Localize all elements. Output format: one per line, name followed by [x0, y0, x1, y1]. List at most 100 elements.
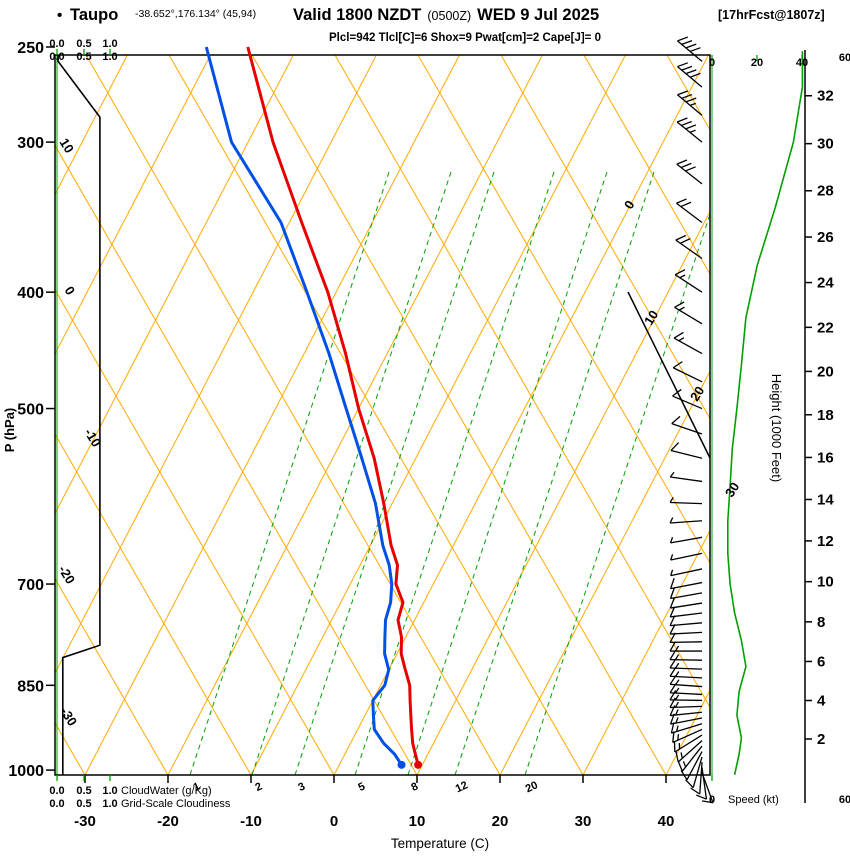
cloudiness-axis-title: Grid-Scale Cloudiness: [121, 798, 231, 810]
temp-tick-label: 0: [330, 813, 338, 830]
dry-adiabat-line: [85, 55, 501, 775]
height-tick-label: 2: [817, 731, 825, 748]
cloudwater-tick-label: 1.0: [102, 38, 117, 50]
right-boundary-diagonal: [627, 291, 711, 459]
wind-barb-column: [669, 36, 714, 804]
mixing-ratio-line: [189, 169, 391, 775]
mixing-ratio-label: 20: [524, 779, 540, 795]
height-tick-label: 12: [817, 533, 834, 550]
temperature-axis-title: Temperature (C): [391, 836, 489, 851]
temp-tick-label: 20: [492, 813, 509, 830]
speed-tick-label: 20: [751, 57, 763, 69]
pressure-tick-label: 400: [17, 285, 44, 302]
height-tick-label: 26: [817, 229, 834, 246]
isotherm-label: 20: [687, 384, 707, 404]
wind-barb: [670, 568, 703, 577]
mixing-ratio-label: 12: [454, 779, 470, 795]
profile-curves: [57, 46, 804, 775]
wind-barb: [696, 767, 708, 800]
wind-barb: [671, 415, 703, 435]
isotherm-label: 0: [621, 198, 638, 212]
cloudwater-tick-label: 0.5: [76, 38, 91, 50]
wind-barb: [677, 36, 703, 62]
mixing-ratio-label: 3: [296, 781, 307, 794]
wind-barb: [669, 615, 703, 627]
height-axis-title: Height (1000 Feet): [769, 374, 784, 482]
mixing-ratio-label: 2: [253, 781, 264, 794]
cloudiness-tick-label: 0.0: [49, 51, 64, 63]
wind-barb: [677, 62, 703, 88]
wind-barb: [669, 517, 703, 524]
mixing-ratio-line: [294, 169, 496, 775]
wind-barb: [677, 745, 703, 772]
speed-tick-label: 60: [839, 52, 850, 64]
surface-dewpoint-dot: [397, 760, 406, 769]
wind-barb: [673, 734, 703, 753]
isotherm-line: [55, 55, 128, 196]
temp-tick-label: 40: [658, 813, 675, 830]
height-tick-label: 20: [817, 363, 834, 380]
height-tick-label: 22: [817, 319, 834, 336]
temp-tick-label: -30: [74, 813, 96, 830]
isotherm-line: [55, 55, 211, 355]
wind-barb: [669, 471, 703, 483]
height-tick-label: 8: [817, 614, 825, 631]
dry-adiabat-line: [55, 577, 169, 775]
cloudiness-tick-label: 1.0: [102, 51, 117, 63]
height-tick-label: 6: [817, 653, 825, 670]
valid-prefix: Valid 1800 NZDT: [293, 6, 421, 24]
speed-tick-label: 40: [796, 57, 808, 69]
dry-adiabat-line: [417, 55, 710, 564]
dry-adiabat-line: [251, 55, 667, 775]
wind-barb: [675, 740, 703, 763]
isotherm-line: [416, 210, 710, 775]
temp-tick-label: -20: [157, 813, 179, 830]
wind-barb: [675, 234, 703, 260]
wind-barb: [669, 690, 703, 702]
height-tick-label: 16: [817, 449, 834, 466]
temp-tick-label: 10: [409, 813, 426, 830]
speed-tick-label: 0: [709, 57, 715, 69]
cloudiness-tick-label: 0.0: [49, 798, 64, 810]
wind-barb: [669, 606, 703, 618]
adiabat-label: 10: [57, 136, 77, 156]
wind-barb: [669, 536, 703, 544]
speed-tick-label: 60: [839, 794, 850, 806]
cloudiness-tick-label: 1.0: [102, 798, 117, 810]
wind-barb: [669, 649, 703, 661]
wind-barb: [669, 597, 703, 609]
wind-barb: [690, 762, 703, 795]
wind-barb: [670, 552, 703, 561]
wind-barb: [676, 159, 703, 185]
height-tick-label: 30: [817, 136, 834, 153]
cloudwater-tick-label: 0.5: [76, 785, 91, 797]
wind-barb: [676, 117, 703, 143]
wind-barb: [676, 198, 703, 224]
valid-time: Valid 1800 NZDT (0500Z) WED 9 Jul 2025: [293, 6, 599, 24]
wind-barb: [669, 578, 703, 590]
wind-barb: [685, 756, 703, 789]
dewpoint-curve: [204, 46, 403, 766]
wind-barb: [674, 269, 703, 293]
adiabat-label: -10: [81, 426, 104, 450]
height-tick-label: 14: [817, 491, 834, 508]
pressure-axis-title: P (hPa): [2, 408, 17, 453]
dry-adiabat-line: [55, 288, 335, 775]
dry-adiabat-line: [500, 55, 710, 420]
wind-barb: [677, 90, 703, 116]
pressure-tick-label: 500: [17, 402, 44, 419]
temperature-curve: [246, 46, 420, 766]
isotherm-line: [333, 55, 709, 775]
adiabat-label: -30: [57, 705, 80, 729]
pressure-tick-label: 250: [17, 40, 44, 57]
cloudwater-tick-label: 0.0: [49, 38, 64, 50]
cloudwater-tick-label: 0.0: [49, 785, 64, 797]
speed-tick-label: 0: [709, 794, 715, 806]
cloudiness-tick-label: 0.5: [76, 51, 91, 63]
temp-tick-label: -10: [240, 813, 262, 830]
mixing-ratio-line: [354, 169, 556, 775]
station-name: Taupo: [70, 6, 118, 24]
